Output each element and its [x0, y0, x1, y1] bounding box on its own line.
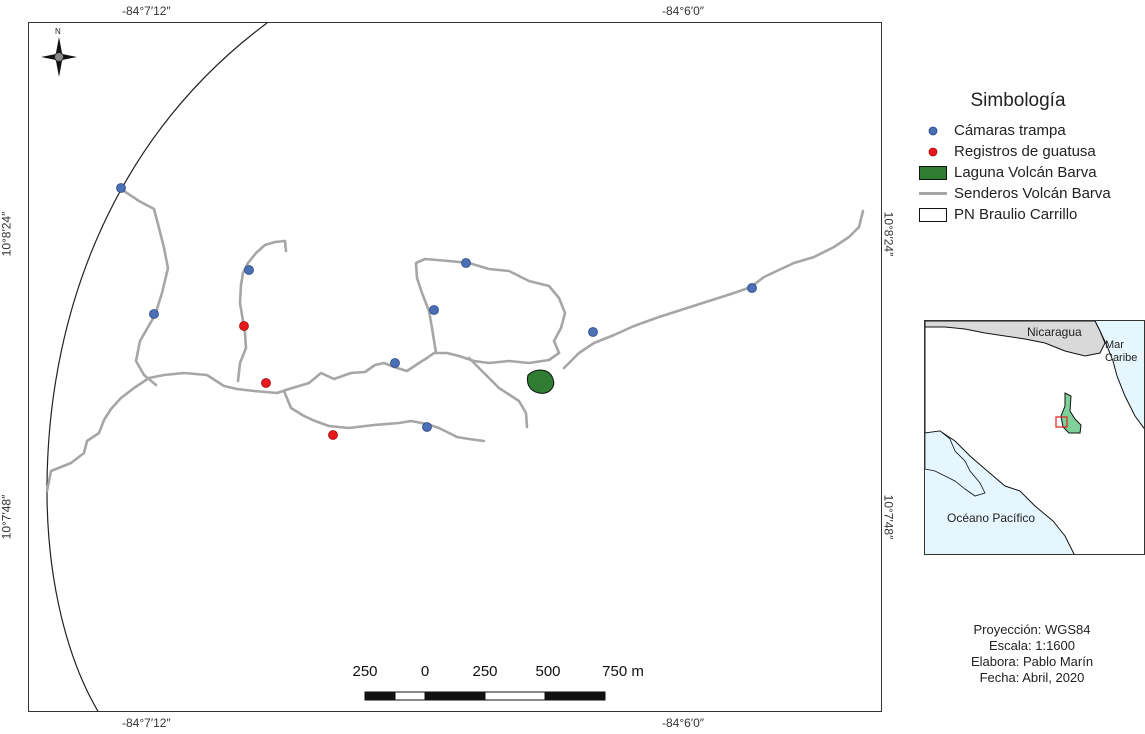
legend-item-guatusa: Registros de guatusa: [918, 141, 1138, 162]
right-lower-latitude: 10°7′48″: [881, 494, 896, 540]
trail-laguna-spur: [467, 356, 529, 429]
map-frame[interactable]: N: [28, 22, 882, 712]
legend: Simbología Cámaras trampa Registros de g…: [918, 90, 1138, 225]
camera-point: [461, 258, 471, 268]
guatusa-record-point: [261, 378, 271, 388]
inset-label-mar: Mar: [1105, 339, 1124, 351]
red-dot-icon: [928, 147, 938, 156]
guatusa-record-point: [239, 321, 249, 331]
trail-south: [282, 389, 486, 443]
inset-locator-map[interactable]: Nicaragua Mar Caribe Océano Pacífico: [924, 320, 1145, 555]
scale-bar: 250 0 250 500 750 m: [352, 663, 655, 713]
scale-label: 250: [472, 663, 498, 680]
inset-canvas: [925, 321, 1144, 554]
inset-label-nicaragua: Nicaragua: [1027, 325, 1082, 339]
trail-west: [119, 187, 170, 387]
land-costa-rica: [925, 321, 1144, 554]
gulf-nicoya: [925, 430, 986, 497]
trail-central: [236, 239, 287, 383]
legend-label: Laguna Volcán Barva: [954, 164, 1097, 181]
gray-line-icon: [919, 192, 947, 195]
park-boundary-arc: [46, 23, 268, 711]
land-nicaragua: [925, 321, 1106, 357]
camera-point: [747, 283, 757, 293]
north-label: N: [55, 27, 61, 36]
left-upper-latitude: 10°8′24″: [0, 211, 14, 257]
projection-text: Proyección: WGS84: [973, 622, 1091, 637]
blue-dot-icon: [928, 126, 938, 135]
trail-main: [45, 351, 561, 493]
laguna-volcan-barva: [526, 369, 555, 394]
white-box-icon: [919, 207, 947, 222]
scale-text: Escala: 1:1600: [988, 638, 1075, 653]
north-arrow: N: [39, 27, 79, 79]
scale-label: 0: [420, 663, 430, 680]
camera-point: [429, 305, 439, 315]
camera-point: [588, 327, 598, 337]
trail-east: [562, 209, 865, 370]
camera-point: [422, 422, 432, 432]
scale-label: 500: [535, 663, 561, 680]
scale-label: 750 m: [602, 663, 644, 680]
legend-label: Registros de guatusa: [954, 143, 1096, 160]
trail-central-hook: [283, 239, 288, 253]
inset-label-caribe: Caribe: [1105, 352, 1138, 364]
legend-label: PN Braulio Carrillo: [954, 206, 1078, 223]
map-info: Proyección: WGS84 Escala: 1:1600 Elabora…: [918, 622, 1145, 686]
top-right-longitude: -84°6′0″: [662, 4, 704, 18]
legend-title: Simbología: [970, 90, 1066, 111]
scale-bar-graphic: [364, 691, 606, 701]
compass-rose-icon: [41, 37, 77, 77]
map-canvas: [45, 23, 865, 711]
inset-label-pacifico: Océano Pacífico: [947, 511, 1036, 525]
study-area-highlight: [1055, 416, 1068, 428]
green-fill-icon: [919, 165, 947, 180]
bottom-left-longitude: -84°7′12″: [122, 716, 171, 730]
camera-point: [390, 358, 400, 368]
camera-point: [149, 309, 159, 319]
camera-point: [244, 265, 254, 275]
legend-label: Cámaras trampa: [954, 122, 1066, 139]
scale-label: 250: [352, 663, 378, 680]
bottom-right-longitude: -84°6′0″: [662, 716, 704, 730]
guatusa-record-point: [328, 430, 338, 440]
right-upper-latitude: 10°8′24″: [881, 211, 896, 257]
date-text: Fecha: Abril, 2020: [979, 670, 1085, 685]
trails: [45, 187, 865, 493]
legend-label: Senderos Volcán Barva: [954, 185, 1111, 202]
park-area-inset: [1060, 392, 1082, 434]
legend-item-cameras: Cámaras trampa: [918, 120, 1138, 141]
camera-point: [116, 183, 126, 193]
top-left-longitude: -84°7′12″: [122, 4, 171, 18]
trail-loop: [414, 257, 567, 355]
legend-item-park: PN Braulio Carrillo: [918, 204, 1138, 225]
legend-item-laguna: Laguna Volcán Barva: [918, 162, 1138, 183]
left-lower-latitude: 10°7′48″: [0, 494, 14, 540]
author-text: Elabora: Pablo Marín: [970, 654, 1094, 669]
legend-item-trails: Senderos Volcán Barva: [918, 183, 1138, 204]
